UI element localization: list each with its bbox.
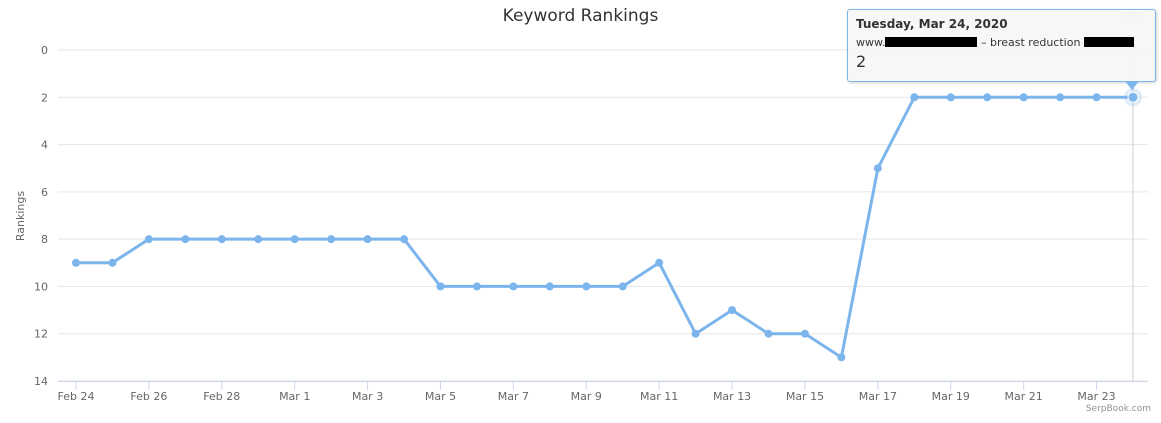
tooltip: Tuesday, Mar 24, 2020 www. – breast redu… — [847, 9, 1156, 82]
tooltip-keyword: breast reduction — [989, 35, 1081, 49]
x-tick-label: Feb 24 — [58, 390, 95, 403]
x-tick-label: Mar 23 — [1077, 390, 1115, 403]
data-point[interactable] — [800, 329, 809, 338]
data-point[interactable] — [983, 93, 992, 102]
data-point[interactable] — [181, 235, 190, 244]
x-tick-label: Mar 7 — [498, 390, 529, 403]
data-point[interactable] — [144, 235, 153, 244]
data-point[interactable] — [655, 258, 664, 267]
data-point[interactable] — [327, 235, 336, 244]
data-point[interactable] — [691, 329, 700, 338]
data-point[interactable] — [509, 282, 518, 291]
tooltip-separator: – — [980, 35, 987, 49]
x-tick-label: Mar 13 — [713, 390, 751, 403]
y-axis-label: Rankings — [14, 191, 27, 241]
tooltip-date: Tuesday, Mar 24, 2020 — [856, 17, 1008, 31]
data-point[interactable] — [1127, 91, 1139, 103]
x-tick-label: Mar 11 — [640, 390, 678, 403]
tooltip-value: 2 — [856, 51, 867, 71]
y-tick-label: 6 — [41, 186, 48, 199]
data-point[interactable] — [290, 235, 299, 244]
y-tick-label: 10 — [34, 280, 48, 293]
tooltip-pointer — [1125, 81, 1139, 90]
data-point[interactable] — [910, 93, 919, 102]
y-tick-label: 4 — [41, 139, 48, 152]
data-point[interactable] — [400, 235, 409, 244]
tooltip-series-line: www. – breast reduction — [856, 35, 1147, 49]
data-point[interactable] — [472, 282, 481, 291]
tooltip-site-prefix: www. — [856, 35, 886, 49]
chart-credit[interactable]: SerpBook.com — [1085, 404, 1151, 414]
x-tick-label: Mar 1 — [279, 390, 310, 403]
data-point[interactable] — [728, 306, 737, 315]
x-tick-label: Mar 17 — [859, 390, 897, 403]
x-tick-label: Mar 5 — [425, 390, 456, 403]
y-tick-label: 8 — [41, 233, 48, 246]
chart-title: Keyword Rankings — [502, 6, 659, 26]
y-axis-ticks: 0 2 4 6 8 10 12 14 — [34, 44, 48, 388]
data-point[interactable] — [72, 258, 80, 267]
y-tick-label: 2 — [41, 91, 48, 104]
data-point[interactable] — [618, 282, 627, 291]
series-path — [74, 95, 1135, 359]
data-point[interactable] — [545, 282, 554, 291]
x-tick-label: Feb 28 — [203, 390, 240, 403]
data-point[interactable] — [108, 258, 117, 267]
x-axis: Feb 24 Feb 26 Feb 28 Mar 1 Mar 3 Mar 5 Mar 7 Ma… — [58, 381, 1148, 403]
data-point[interactable] — [1092, 93, 1101, 102]
x-tick-label: Mar 15 — [786, 390, 824, 403]
data-point[interactable] — [1019, 93, 1028, 102]
y-tick-label: 12 — [34, 328, 48, 341]
data-point[interactable] — [764, 329, 773, 338]
series-line — [74, 95, 1135, 359]
x-tick-label: Feb 26 — [130, 390, 167, 403]
x-tick-label: Mar 21 — [1005, 390, 1043, 403]
redacted-keyword — [1083, 37, 1134, 47]
data-points — [72, 88, 1142, 362]
y-tick-label: 14 — [34, 375, 48, 388]
data-point[interactable] — [217, 235, 226, 244]
data-point[interactable] — [363, 235, 372, 244]
data-point[interactable] — [582, 282, 591, 291]
y-tick-label: 0 — [41, 44, 48, 57]
data-point[interactable] — [946, 93, 955, 102]
data-point[interactable] — [436, 282, 445, 291]
x-tick-label: Mar 19 — [932, 390, 970, 403]
data-point[interactable] — [1056, 93, 1065, 102]
x-tick-label: Mar 3 — [352, 390, 383, 403]
redacted-domain — [885, 37, 978, 47]
data-point[interactable] — [837, 353, 846, 362]
data-point[interactable] — [254, 235, 263, 244]
x-tick-label: Mar 9 — [571, 390, 602, 403]
data-point[interactable] — [873, 164, 882, 173]
